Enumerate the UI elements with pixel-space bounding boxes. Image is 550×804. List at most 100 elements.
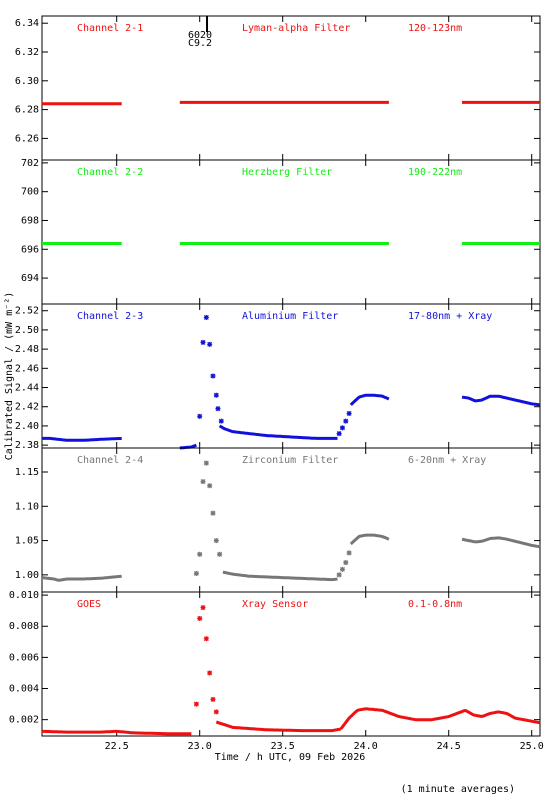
data-point-marker — [193, 701, 199, 707]
data-point-marker — [336, 572, 342, 578]
y-tick-label: 1.10 — [15, 501, 39, 512]
data-series — [349, 393, 390, 406]
y-tick-label: 0.006 — [9, 652, 39, 663]
y-tick-label: 2.44 — [15, 383, 39, 394]
y-tick-label: 702 — [21, 158, 39, 169]
data-series — [41, 436, 122, 442]
data-point-marker — [207, 483, 213, 489]
data-point-marker — [203, 314, 209, 320]
panel-3: 2.38 2.40 2.42 2.44 2.46 2.48 2.50 2.52 Channel … — [15, 303, 541, 451]
data-series — [461, 394, 541, 407]
data-point-marker — [200, 479, 206, 485]
data-series — [215, 720, 342, 733]
y-tick-label: 2.50 — [15, 325, 39, 336]
data-point-marker — [210, 510, 216, 516]
y-tick-label: 2.48 — [15, 344, 39, 355]
data-point-marker — [213, 538, 219, 544]
y-tick-label: 0.004 — [9, 684, 39, 695]
x-axis-label: Time / h UTC, 09 Feb 2026 — [215, 752, 366, 763]
data-point-marker — [207, 670, 213, 676]
footnote: (1 minute averages) — [401, 784, 515, 795]
y-tick-label: 696 — [21, 244, 39, 255]
y-tick-label: 2.52 — [15, 306, 39, 317]
panel-4: 1.00 1.05 1.10 1.15 Channel 2-4 Zirconium Fil… — [15, 447, 541, 593]
band-label: 17-80nm + Xray — [408, 311, 492, 322]
data-point-marker — [200, 339, 206, 345]
y-tick-label: 2.38 — [15, 440, 39, 451]
data-point-marker — [207, 341, 213, 347]
x-tick-label: 22.5 — [105, 741, 129, 752]
x-tick-label: 23.5 — [271, 741, 295, 752]
data-point-marker — [343, 560, 349, 566]
data-point-marker — [343, 418, 349, 424]
y-tick-label: 700 — [21, 187, 39, 198]
panel-5: 0.002 0.004 0.006 0.008 0.010 GOES Xray Sensor… — [9, 590, 541, 737]
filter-label: Zirconium Filter — [242, 455, 338, 466]
filter-label: Herzberg Filter — [242, 167, 332, 178]
panel-frame — [41, 447, 541, 593]
panel-frame — [41, 591, 541, 737]
panel-frame — [41, 303, 541, 449]
data-point-marker — [197, 551, 203, 557]
data-point-marker — [200, 605, 206, 611]
channel-label: Channel 2-3 — [77, 311, 143, 322]
data-point-marker — [210, 373, 216, 379]
y-tick-label: 1.05 — [15, 536, 39, 547]
data-point-marker — [217, 551, 223, 557]
data-point-marker — [218, 418, 224, 424]
y-axis-label: Calibrated Signal / (mW m⁻²) — [4, 292, 15, 461]
panel-2: 694 696 698 700 702 Channel 2-2 Herzberg Filte… — [21, 158, 541, 305]
data-point-marker — [215, 406, 221, 412]
x-tick-label: 25.0 — [520, 741, 544, 752]
panel-frame — [41, 159, 541, 305]
x-axis: 22.5 23.0 23.5 24.0 24.5 25.0 — [105, 741, 544, 752]
data-series — [41, 574, 122, 582]
y-tick-label: 698 — [21, 215, 39, 226]
band-label: 190-222nm — [408, 167, 462, 178]
channel-label: Channel 2-2 — [77, 167, 143, 178]
filter-label: Aluminium Filter — [242, 311, 338, 322]
filter-label: Xray Sensor — [242, 599, 308, 610]
data-point-marker — [197, 615, 203, 621]
data-point-marker — [193, 570, 199, 576]
flare-marker-label-2: C9.2 — [188, 38, 212, 49]
data-point-marker — [339, 425, 345, 431]
data-series — [222, 570, 338, 582]
flare-marker: 6020 C9.2 — [188, 16, 212, 49]
data-point-marker — [336, 431, 342, 437]
panel-stack: 6.26 6.28 6.30 6.32 6.34 Channel 2-1 Lyman-alp… — [9, 15, 541, 737]
band-label: 6-20nm + Xray — [408, 455, 486, 466]
channel-label: Channel 2-1 — [77, 23, 143, 34]
data-point-marker — [213, 709, 219, 715]
data-point-marker — [213, 392, 219, 398]
panel-frame — [41, 15, 541, 161]
y-tick-label: 2.42 — [15, 402, 39, 413]
y-tick-label: 6.30 — [15, 76, 39, 87]
filter-label: Lyman-alpha Filter — [242, 23, 350, 34]
y-tick-label: 6.26 — [15, 133, 39, 144]
data-point-marker — [203, 460, 209, 466]
band-label: 0.1-0.8nm — [408, 599, 462, 610]
data-series — [349, 533, 390, 546]
y-tick-label: 1.00 — [15, 570, 39, 581]
y-tick-label: 6.34 — [15, 18, 39, 29]
channel-label: GOES — [77, 599, 101, 610]
data-series — [41, 729, 192, 736]
y-tick-label: 6.32 — [15, 47, 39, 58]
x-tick-label: 24.0 — [354, 741, 378, 752]
data-series — [339, 707, 541, 730]
data-point-marker — [197, 413, 203, 419]
data-point-marker — [346, 550, 352, 556]
y-tick-label: 0.002 — [9, 715, 39, 726]
data-point-marker — [346, 410, 352, 416]
data-series — [461, 536, 541, 549]
flare-marker-label-1: 6020 — [188, 30, 212, 41]
band-label: 120-123nm — [408, 23, 462, 34]
data-point-marker — [210, 696, 216, 702]
y-tick-label: 0.008 — [9, 621, 39, 632]
y-tick-label: 2.40 — [15, 421, 39, 432]
channel-label: Channel 2-4 — [77, 455, 143, 466]
x-tick-label: 23.0 — [188, 741, 212, 752]
data-point-marker — [203, 636, 209, 642]
